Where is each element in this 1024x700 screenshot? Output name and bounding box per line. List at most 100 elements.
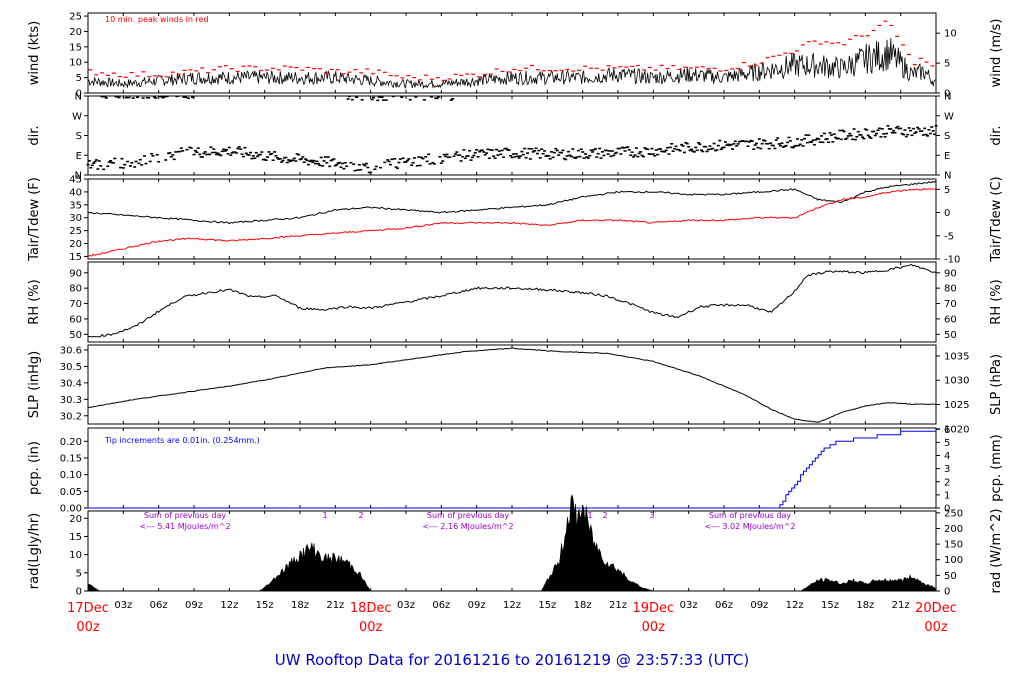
x-hour-label: 03z [114,600,132,611]
rad-area [87,493,937,592]
rad-left-tick-label: 15 [69,532,82,543]
rh-right-tick-label: 60 [944,314,957,325]
panel-temp [87,178,937,260]
x-hour-label: 12z [503,600,521,611]
temp-left-tick-label: 30 [69,213,82,224]
pcp-right-tick-label: 2 [944,477,950,488]
dir-right-tick-label: N [944,92,951,103]
pcp-note: Tip increments are 0.01in. (0.254mm.) [104,436,260,445]
rad-right-tick-label: 250 [944,508,963,519]
temp-left-axis-label: Tair/Tdew (F) [27,177,42,262]
rh-left-tick-label: 90 [69,268,82,279]
panel-wind [87,12,937,94]
wind-right-tick-label: 0 [944,89,950,100]
x-hour-label: 18z [574,600,592,611]
rh-right-tick-label: 90 [944,268,957,279]
panel-slp [87,344,937,425]
rh-right-tick-label: 50 [944,330,957,341]
slp-left-tick-label: 30.3 [60,395,82,406]
x-hour-label: 15z [256,600,274,611]
dir-left-tick-label: N [75,171,82,182]
page-title: UW Rooftop Data for 20161216 to 20161219… [275,651,749,669]
slp-left-tick-label: 30.5 [60,362,82,373]
x-hour-label: 09z [185,600,203,611]
temp-series-air [87,180,937,225]
dir-right-tick-label: S [944,131,950,142]
temp-right-tick-label: 0 [944,208,950,219]
rad-right-tick-label: 150 [944,540,963,551]
rh-right-axis-label: RH (%) [989,279,1004,324]
rh-left-tick-label: 70 [69,299,82,310]
slp-right-tick-label: 1035 [944,351,969,362]
rad-right-tick-label: 50 [944,571,957,582]
x-hour-label: 09z [750,600,768,611]
x-day-label: 17Dec [67,601,109,616]
slp-series [87,347,937,423]
rad-marker: 1 [322,511,327,520]
wind-left-axis-label: wind (kts) [27,21,42,85]
rad-day-note: Sum of previous day [427,511,509,520]
dir-left-axis-label: dir. [27,125,42,145]
temp-right-tick-label: -10 [944,255,960,266]
x-hour-label: 21z [326,600,344,611]
rad-left-tick-label: 10 [69,550,82,561]
wind-left-tick-label: 5 [76,73,82,84]
temp-right-axis-label: Tair/Tdew (C) [989,176,1004,262]
rad-left-tick-label: 0 [76,587,82,598]
slp-left-tick-label: 30.6 [60,345,82,356]
x-hour-label: 06z [715,600,733,611]
temp-right-tick-label: -5 [944,231,954,242]
temp-frame [87,178,937,260]
pcp-right-tick-label: 1 [944,490,950,501]
pcp-left-tick-label: 0.10 [60,470,82,481]
rh-left-tick-label: 80 [69,284,82,295]
temp-series-dew [87,188,937,258]
x-day-sublabel: 00z [76,620,100,635]
x-hour-label: 18z [291,600,309,611]
rad-left-tick-label: 20 [69,514,82,525]
x-hour-label: 18z [856,600,874,611]
dir-left-tick-label: E [76,151,82,162]
rad-day-note: <--- 2.16 MJoules/m^2 [422,522,513,531]
x-hour-label: 06z [432,600,450,611]
dir-left-tick-label: W [72,111,82,122]
dir-right-axis-label: dir. [989,125,1004,145]
rh-left-tick-label: 60 [69,314,82,325]
temp-left-tick-label: 15 [69,252,82,263]
rh-series [87,263,937,338]
x-hour-label: 03z [680,600,698,611]
slp-left-tick-label: 30.4 [60,378,82,389]
x-hour-label: 15z [821,600,839,611]
rh-right-tick-label: 80 [944,284,957,295]
x-day-label: 20Dec [915,601,957,616]
rad-left-axis-label: rad(Lgly/hr) [27,513,42,589]
x-day-label: 19Dec [632,601,674,616]
dir-right-tick-label: W [944,111,954,122]
x-hour-label: 06z [150,600,168,611]
dir-left-tick-label: S [76,131,82,142]
wind-left-tick-label: 15 [69,42,82,53]
rad-left-tick-label: 5 [76,568,82,579]
pcp-right-tick-label: 0 [944,504,950,515]
temp-left-tick-label: 20 [69,239,82,250]
wind-right-axis-label: wind (m/s) [989,19,1004,88]
slp-right-tick-label: 1025 [944,400,969,411]
wind-left-tick-label: 25 [69,12,82,23]
dir-right-tick-label: E [944,151,950,162]
slp-right-axis-label: SLP (hPa) [989,354,1004,415]
rad-day-note: Sum of previous day [144,511,226,520]
rad-right-tick-label: 200 [944,524,963,535]
rh-frame [87,261,937,343]
wind-note: 10 min. peak winds in red [105,15,209,24]
x-hour-label: 12z [786,600,804,611]
wind-left-tick-label: 0 [76,89,82,100]
wind-left-tick-label: 10 [69,58,82,69]
slp-left-tick-label: 30.2 [60,411,82,422]
rad-marker: 2 [602,511,607,520]
slp-frame [87,344,937,425]
wind-left-tick-label: 20 [69,27,82,38]
panel-rh [87,261,937,343]
pcp-right-tick-label: 6 [944,425,950,436]
pcp-left-tick-label: 0.20 [60,437,82,448]
